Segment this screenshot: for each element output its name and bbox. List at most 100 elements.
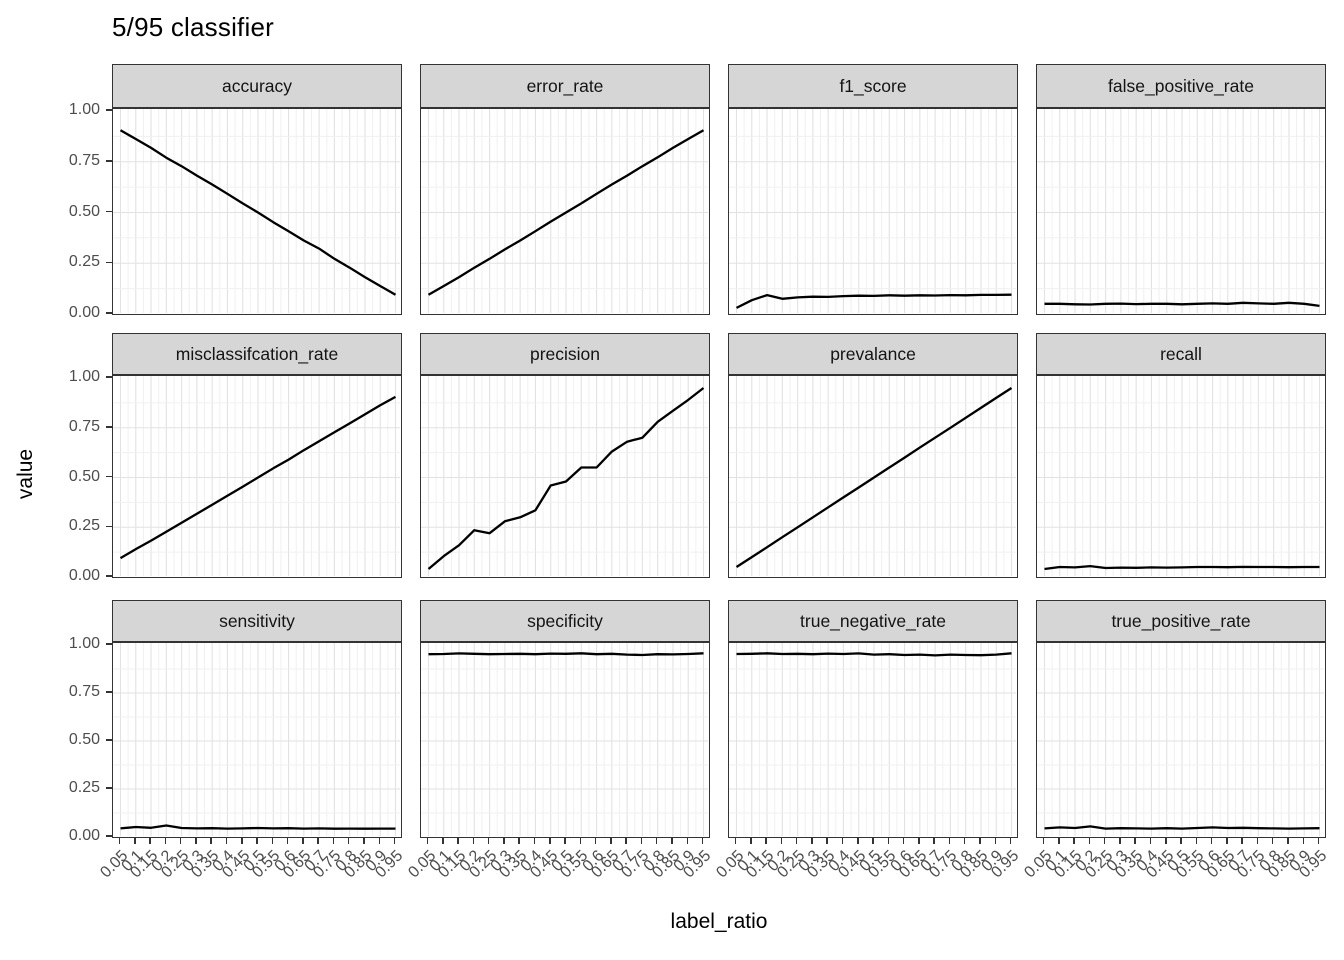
x-tick-mark <box>363 838 365 844</box>
x-tick-mark <box>780 838 783 844</box>
x-tick-mark <box>918 838 920 844</box>
y-tick-label: 0.75 <box>68 683 100 700</box>
facet-strip-sensitivity: sensitivity <box>112 600 402 642</box>
facet-strip-accuracy: accuracy <box>112 64 402 108</box>
y-tick-label: 0.25 <box>68 779 100 796</box>
x-tick-mark <box>579 838 581 844</box>
x-tick-mark <box>671 838 673 844</box>
x-tick-mark <box>1042 838 1045 844</box>
x-tick-mark <box>1134 838 1136 844</box>
chart-title: 5/95 classifier <box>112 12 274 42</box>
x-tick-mark <box>302 838 304 844</box>
y-tick-mark <box>106 160 112 162</box>
x-tick-mark <box>1165 838 1167 844</box>
x-tick-mark <box>378 838 380 844</box>
y-tick-label: 0.00 <box>68 304 100 321</box>
x-tick-mark <box>857 838 859 844</box>
facet-label: false_positive_rate <box>1108 75 1254 96</box>
facet-label: precision <box>529 343 601 364</box>
x-tick-mark <box>518 838 520 844</box>
x-tick-mark <box>195 838 197 844</box>
data-line-accuracy <box>119 129 397 296</box>
facet-strip-prevalance: prevalance <box>728 333 1018 375</box>
y-tick-label: 0.00 <box>68 567 100 584</box>
data-line-true_negative_rate <box>736 652 1012 657</box>
x-tick-mark <box>655 838 658 844</box>
x-tick-mark <box>271 838 273 844</box>
x-tick-mark <box>872 838 874 844</box>
facet-label: true_positive_rate <box>1111 610 1251 631</box>
y-tick-mark <box>106 261 112 263</box>
data-line-recall <box>1044 564 1320 571</box>
facet-strip-error_rate: error_rate <box>420 64 710 108</box>
x-tick-mark <box>765 838 767 844</box>
facet-label: misclassifcation_rate <box>175 343 339 364</box>
facet-strip-true_negative_rate: true_negative_rate <box>728 600 1018 642</box>
x-tick-mark <box>472 838 475 844</box>
x-tick-mark <box>594 838 597 844</box>
facet-label: prevalance <box>830 343 916 364</box>
y-tick-label: 0.25 <box>68 253 100 271</box>
facet-panel-error_rate <box>420 108 710 315</box>
x-tick-mark <box>640 838 643 844</box>
data-line-false_positive_rate <box>1044 301 1320 308</box>
x-tick-mark <box>564 838 566 844</box>
data-line-f1_score <box>735 293 1012 309</box>
y-tick-mark <box>106 525 112 527</box>
x-tick-mark <box>225 838 228 844</box>
x-tick-mark <box>256 838 258 844</box>
x-tick-mark <box>393 838 396 844</box>
x-tick-mark <box>179 838 182 844</box>
y-tick-label: 0.50 <box>68 731 100 748</box>
x-tick-mark <box>963 838 966 844</box>
x-tick-mark <box>241 838 243 844</box>
x-tick-mark <box>1058 838 1060 844</box>
y-tick-label: 0.50 <box>68 202 100 220</box>
y-tick-label: 0.50 <box>68 467 100 485</box>
x-tick-mark <box>549 838 551 844</box>
facet-panel-recall <box>1036 375 1326 578</box>
x-tick-mark <box>1287 838 1289 844</box>
facet-label: accuracy <box>221 75 293 96</box>
facet-strip-recall: recall <box>1036 333 1326 375</box>
x-tick-mark <box>701 838 704 844</box>
x-tick-mark <box>1149 838 1152 844</box>
facet-label: recall <box>1160 343 1202 364</box>
facet-label: f1_score <box>839 75 907 96</box>
x-tick-mark <box>1271 838 1274 844</box>
data-line-sensitivity <box>120 824 396 830</box>
data-line-error_rate <box>427 129 705 296</box>
y-tick-mark <box>106 835 112 837</box>
x-tick-mark <box>134 838 136 844</box>
facet-label: error_rate <box>526 75 604 96</box>
x-tick-mark <box>164 838 167 844</box>
x-tick-mark <box>487 838 490 844</box>
facet-panel-sensitivity <box>112 642 402 838</box>
y-tick-label: 0.75 <box>68 151 100 169</box>
x-tick-mark <box>503 838 505 844</box>
y-tick-label: 1.00 <box>68 635 100 652</box>
x-tick-mark <box>826 838 828 844</box>
x-tick-mark <box>426 838 429 844</box>
facet-label: true_negative_rate <box>800 610 946 631</box>
facet-strip-f1_score: f1_score <box>728 64 1018 108</box>
data-line-misclassifcation_rate <box>119 395 397 560</box>
x-tick-mark <box>948 838 951 844</box>
facet-strip-false_positive_rate: false_positive_rate <box>1036 64 1326 108</box>
x-tick-mark <box>811 838 813 844</box>
data-line-specificity <box>428 652 704 657</box>
x-tick-mark <box>317 838 319 844</box>
x-tick-mark <box>1009 838 1012 844</box>
y-tick-mark <box>106 691 112 693</box>
facet-panel-true_negative_rate <box>728 642 1018 838</box>
y-tick-mark <box>106 426 112 428</box>
y-axis-title: value <box>14 448 37 500</box>
x-tick-mark <box>750 838 752 844</box>
facet-panel-true_positive_rate <box>1036 642 1326 838</box>
x-tick-mark <box>1103 838 1106 844</box>
x-tick-mark <box>933 838 935 844</box>
y-tick-mark <box>106 787 112 789</box>
x-tick-mark <box>887 838 889 844</box>
facet-strip-precision: precision <box>420 333 710 375</box>
